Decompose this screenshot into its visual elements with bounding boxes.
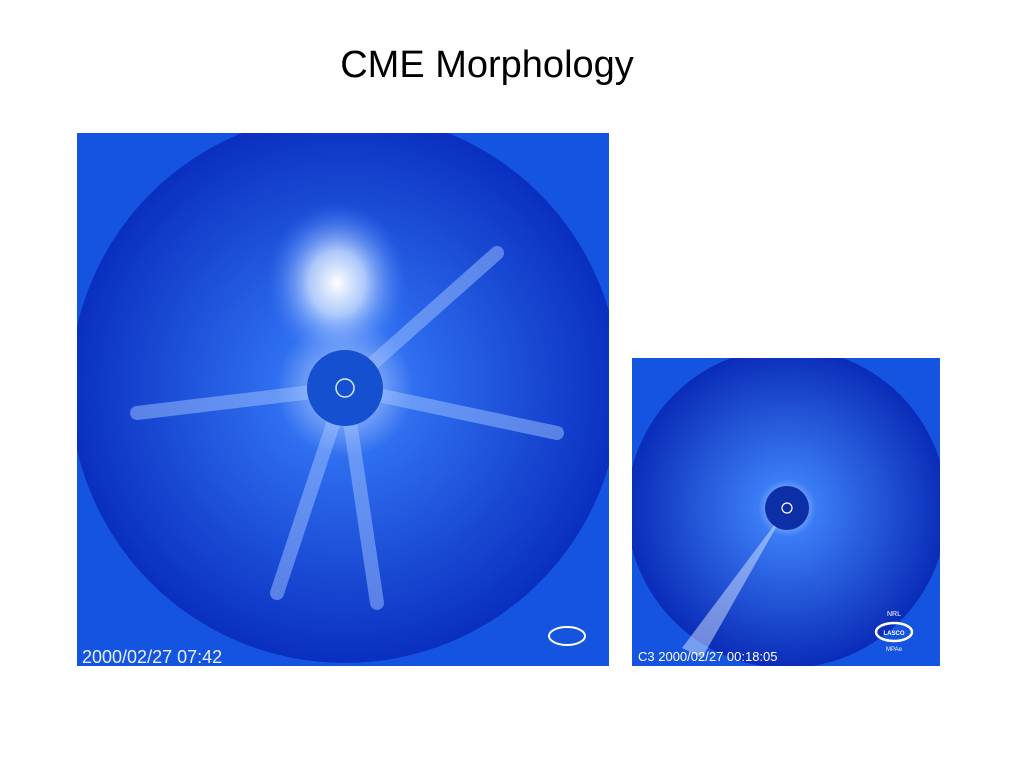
logo-top: NRL bbox=[887, 611, 901, 618]
logo-bottom: MPAe bbox=[886, 647, 903, 653]
timestamp: C3 2000/02/27 00:18:05 bbox=[638, 649, 778, 664]
timestamp: 2000/02/27 07:42 bbox=[82, 647, 222, 666]
logo-center: LASCO bbox=[884, 631, 905, 637]
coronagraph-image-c3: NRL LASCO MPAe C3 2000/02/27 00:18:05 bbox=[632, 358, 940, 666]
coronagraph-image-c2: 2000/02/27 07:42 bbox=[77, 133, 609, 666]
slide-title: CME Morphology bbox=[340, 44, 634, 86]
